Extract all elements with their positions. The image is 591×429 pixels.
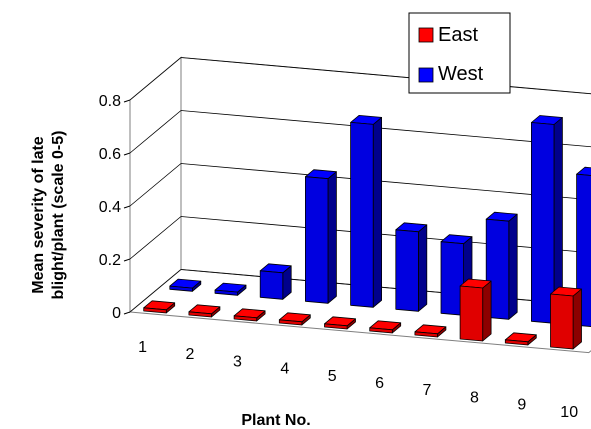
x-tick-label: 6: [375, 375, 384, 392]
y-tick-mark: [123, 152, 131, 156]
legend: East West: [408, 12, 511, 94]
x-tick-labels: 1 2 3 4 5 6 7 8 9 10: [138, 339, 578, 421]
x-tick-label: 10: [560, 404, 578, 421]
bar-west-plant-10: [576, 166, 591, 327]
legend-label-west: West: [438, 63, 484, 85]
bar-west-plant-2: [214, 282, 247, 296]
gridline: [129, 110, 591, 154]
bar-east-plant-7: [414, 324, 447, 338]
bar-west-plant-6: [395, 222, 428, 312]
y-tick-mark: [123, 258, 131, 262]
bar-series: [143, 115, 591, 350]
y-axis-title-line2: blight/plant (scale 0-5): [50, 131, 67, 300]
bar-west-plant-4: [304, 169, 337, 304]
bar-west-plant-5: [350, 115, 383, 308]
legend-label-east: East: [438, 24, 478, 46]
back-wall: [180, 56, 591, 307]
x-tick-label: 3: [233, 353, 242, 370]
bar-east-plant-4: [278, 312, 311, 326]
y-axis-title-line1: Mean severity of late: [30, 136, 47, 294]
bar-east-plant-3: [233, 308, 266, 322]
y-tick-label: 0.6: [99, 146, 121, 163]
x-tick-label: 9: [517, 397, 526, 414]
bar-east-plant-1: [143, 300, 176, 314]
bar-east-plant-10: [550, 286, 582, 350]
y-tick-mark: [123, 99, 131, 103]
x-axis-title: Plant No.: [241, 412, 310, 429]
legend-swatch-west: [418, 67, 434, 83]
bar-west-plant-1: [169, 278, 202, 292]
x-tick-label: 2: [186, 346, 195, 363]
x-tick-label: 8: [470, 389, 479, 406]
bar-east-plant-6: [369, 320, 402, 334]
x-tick-label: 4: [280, 361, 289, 378]
x-tick-label: 5: [328, 368, 337, 385]
gridline: [129, 163, 591, 207]
bar-east-plant-8: [459, 278, 492, 342]
y-tick-labels: 0 0.2 0.4 0.6 0.8: [99, 93, 121, 322]
bar-west-plant-8: [485, 211, 518, 320]
y-tick-mark: [123, 311, 131, 315]
bar-east-plant-9: [504, 332, 537, 346]
y-tick-label: 0: [112, 305, 121, 322]
x-tick-label: 7: [423, 382, 432, 399]
x-tick-label: 1: [138, 339, 147, 356]
y-tick-label: 0.8: [99, 93, 121, 110]
y-tick-label: 0.4: [99, 199, 121, 216]
bar-east-plant-2: [188, 304, 221, 318]
legend-swatch-east: [418, 27, 434, 43]
bar-east-plant-5: [324, 316, 356, 330]
bar-west-plant-3: [259, 263, 292, 300]
y-tick-mark: [123, 205, 131, 209]
y-tick-label: 0.2: [99, 252, 121, 269]
bar-west-plant-9: [531, 115, 563, 324]
